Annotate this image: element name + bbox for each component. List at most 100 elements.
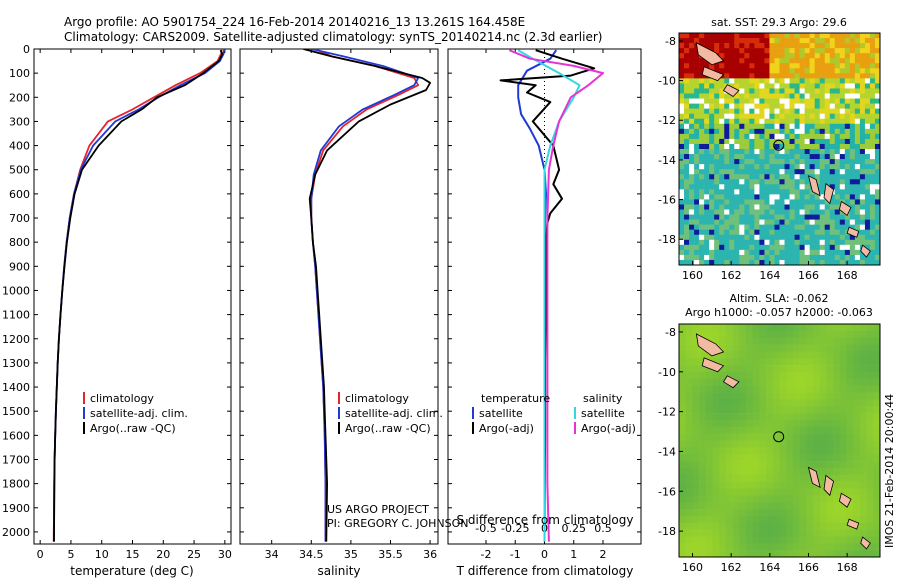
sst-cell	[744, 199, 750, 205]
sst-cell	[759, 154, 765, 160]
sst-cell	[849, 219, 856, 225]
sst-cell	[779, 179, 785, 185]
sst-cell	[789, 93, 795, 99]
sst-cell	[804, 154, 810, 160]
sst-cell	[709, 88, 715, 94]
sst-cell	[724, 159, 730, 165]
sst-cell	[799, 138, 805, 145]
sst-cell	[824, 164, 831, 170]
sst-cell	[809, 78, 815, 84]
sla-cell	[699, 351, 707, 359]
sla-cell	[712, 474, 720, 482]
sst-cell	[749, 83, 755, 89]
sla-cell	[786, 406, 794, 414]
sst-cell	[814, 93, 820, 99]
sla-cell	[846, 488, 854, 496]
sla-cell	[725, 371, 733, 380]
sst-cell	[734, 68, 740, 74]
sst-cell	[709, 209, 715, 215]
sst-cell	[789, 249, 795, 256]
sla-cell	[806, 481, 814, 489]
sst-cell	[764, 138, 770, 145]
sla-cell	[699, 378, 707, 386]
sla-cell	[732, 488, 740, 496]
sla-cell	[685, 488, 693, 496]
sla-cell	[813, 358, 820, 366]
sst-cell	[864, 43, 871, 49]
sst-cell	[789, 214, 795, 220]
sst-cell	[754, 53, 760, 59]
sla-cell	[866, 502, 874, 510]
sst-cell	[749, 244, 755, 251]
sst-cell	[764, 53, 770, 59]
sla-cell	[685, 351, 693, 359]
sst-cell	[809, 209, 815, 215]
sla-cell	[792, 365, 800, 373]
sst-cell	[764, 93, 770, 99]
sst-cell	[874, 113, 880, 120]
sst-cell	[734, 63, 740, 69]
sst-cell	[839, 189, 846, 195]
sla-cell	[772, 522, 780, 530]
sla-cell	[732, 495, 740, 503]
sst-cell	[864, 179, 871, 185]
sst-cell	[784, 204, 790, 210]
sst-cell	[859, 83, 866, 89]
sla-cell	[719, 447, 727, 455]
sst-cell	[759, 58, 765, 64]
sla-cell	[873, 454, 880, 462]
sst-cell	[819, 108, 826, 114]
sst-cell	[874, 43, 880, 49]
sst-cell	[714, 88, 720, 94]
sst-cell	[679, 164, 685, 170]
sst-cell	[729, 43, 735, 49]
sst-cell	[694, 249, 700, 256]
sst-cell	[769, 63, 775, 69]
sst-cell	[754, 179, 760, 185]
sla-cell	[732, 440, 740, 448]
sla-cell	[752, 515, 760, 524]
sla-cell	[833, 378, 841, 386]
sst-cell	[854, 164, 861, 170]
map-x-tick-label: 164	[759, 269, 780, 282]
sst-cell	[804, 194, 810, 200]
sla-cell	[732, 522, 740, 530]
sst-cell	[869, 224, 876, 230]
sst-cell	[689, 133, 695, 140]
sla-cell	[813, 529, 820, 537]
sst-cell	[779, 199, 785, 205]
sst-cell	[869, 199, 876, 205]
sst-cell	[814, 38, 820, 44]
sla-cell	[806, 509, 814, 517]
sst-cell	[849, 224, 856, 230]
sst-cell	[809, 249, 815, 256]
sla-cell	[813, 433, 820, 441]
sla-cell	[866, 324, 874, 332]
sla-cell	[759, 454, 767, 462]
sla-cell	[833, 419, 841, 428]
sst-cell	[859, 133, 866, 140]
sst-cell	[779, 239, 785, 246]
sst-cell	[864, 239, 871, 246]
sla-cell	[819, 337, 827, 345]
sla-cell	[752, 467, 760, 476]
sla-cell	[839, 358, 847, 366]
sla-cell	[786, 495, 794, 503]
sst-cell	[679, 83, 685, 89]
sst-cell	[739, 189, 745, 195]
sst-cell	[844, 38, 851, 44]
sst-cell	[699, 143, 705, 150]
sst-cell	[704, 214, 710, 220]
sst-cell	[769, 154, 775, 160]
sla-cell	[792, 351, 800, 359]
sst-cell	[759, 214, 765, 220]
sla-cell	[772, 392, 780, 400]
sst-cell	[789, 164, 795, 170]
sla-cell	[772, 324, 780, 332]
sst-cell	[684, 63, 690, 69]
sst-cell	[839, 169, 846, 175]
sst-cell	[839, 128, 846, 135]
sla-cell	[766, 509, 774, 517]
sla-cell	[859, 509, 867, 517]
sst-cell	[859, 33, 866, 39]
